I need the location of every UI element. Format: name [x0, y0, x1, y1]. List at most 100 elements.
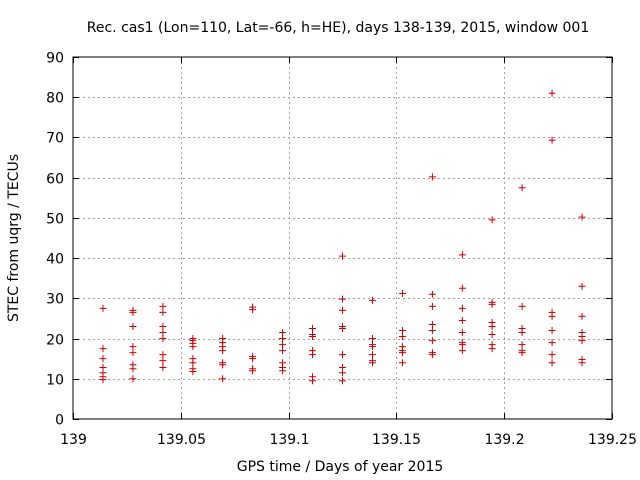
data-point	[578, 359, 586, 367]
data-point	[518, 341, 526, 349]
data-point	[99, 304, 107, 312]
data-point	[249, 355, 257, 363]
data-point	[548, 327, 556, 335]
data-point	[309, 351, 317, 359]
data-point	[548, 89, 556, 97]
data-point	[279, 341, 287, 349]
y-tick-label: 10	[46, 373, 64, 389]
data-point	[488, 345, 496, 353]
data-point	[398, 333, 406, 341]
data-point	[339, 306, 346, 314]
data-point	[279, 335, 287, 343]
chart-title: Rec. cas1 (Lon=110, Lat=-66, h=HE), days…	[87, 20, 589, 36]
data-point	[428, 302, 436, 310]
y-axis-ticks: 0 10 20 30 40 50 60 70 80 90	[46, 51, 612, 429]
data-point	[578, 282, 586, 290]
y-tick-label: 50	[46, 212, 64, 228]
data-point	[339, 295, 346, 303]
data-point	[159, 351, 167, 359]
data-point	[279, 367, 287, 375]
data-point	[219, 347, 227, 355]
data-point	[339, 377, 346, 385]
data-point	[428, 337, 436, 345]
data-point	[518, 302, 526, 310]
data-point	[249, 367, 257, 375]
data-points	[99, 89, 586, 385]
x-tick-label: 139	[60, 432, 87, 448]
data-point	[458, 284, 466, 292]
data-point	[548, 351, 556, 359]
data-point	[428, 173, 436, 181]
y-tick-label: 40	[46, 252, 64, 268]
data-point	[428, 327, 436, 335]
y-tick-label: 20	[46, 333, 64, 349]
data-point	[458, 341, 466, 349]
data-point	[99, 345, 107, 353]
data-point	[309, 377, 317, 385]
data-point	[159, 329, 167, 337]
data-point	[548, 339, 556, 347]
data-point	[159, 335, 167, 343]
y-tick-label: 70	[46, 131, 64, 147]
plot-frame	[72, 56, 613, 420]
x-tick-label: 139.25	[588, 432, 637, 448]
data-point	[309, 333, 317, 341]
data-point	[99, 376, 107, 384]
data-point	[339, 369, 346, 377]
data-point	[368, 296, 376, 304]
data-point	[339, 252, 346, 260]
data-point	[129, 308, 137, 316]
data-point	[548, 312, 556, 320]
data-point	[279, 329, 287, 337]
x-tick-label: 139.1	[269, 432, 309, 448]
data-point	[428, 290, 436, 298]
data-point	[548, 359, 556, 367]
data-point	[368, 335, 376, 343]
data-point	[99, 355, 107, 363]
data-point	[488, 216, 496, 224]
data-point	[398, 349, 406, 357]
data-point	[129, 343, 137, 351]
data-point	[159, 364, 167, 372]
data-point	[279, 347, 287, 355]
data-point	[518, 329, 526, 337]
data-point	[428, 320, 436, 328]
data-point	[129, 365, 137, 373]
y-axis-label: STEC from uqrg / TECUs	[6, 154, 22, 322]
x-tick-label: 139.2	[484, 432, 524, 448]
data-point	[339, 325, 346, 332]
data-point	[458, 251, 466, 259]
data-point	[398, 290, 406, 298]
x-axis-label: GPS time / Days of year 2015	[237, 459, 444, 475]
data-point	[518, 184, 526, 192]
data-point	[249, 306, 257, 314]
data-point	[548, 136, 556, 144]
data-point	[189, 343, 197, 351]
data-point	[398, 359, 406, 367]
data-point	[159, 308, 167, 316]
data-point	[488, 331, 496, 339]
y-tick-label: 60	[46, 172, 64, 188]
data-point	[309, 325, 317, 332]
data-point	[219, 361, 227, 369]
data-point	[129, 322, 137, 330]
data-point	[368, 343, 376, 351]
data-point	[578, 337, 586, 345]
x-axis-ticks: 139 139.05 139.1 139.15 139.2 139.25	[60, 57, 637, 448]
data-point	[428, 351, 436, 359]
data-point	[129, 375, 137, 383]
data-point	[189, 368, 197, 376]
data-point	[159, 322, 167, 330]
data-point	[368, 351, 376, 359]
data-point	[518, 349, 526, 357]
data-point	[368, 359, 376, 367]
x-tick-label: 139.15	[372, 432, 421, 448]
data-point	[159, 357, 167, 365]
data-point	[578, 213, 586, 221]
data-point	[488, 322, 496, 330]
data-point	[578, 312, 586, 320]
grid-lines	[73, 57, 612, 419]
data-point	[458, 304, 466, 312]
data-point	[339, 351, 346, 359]
